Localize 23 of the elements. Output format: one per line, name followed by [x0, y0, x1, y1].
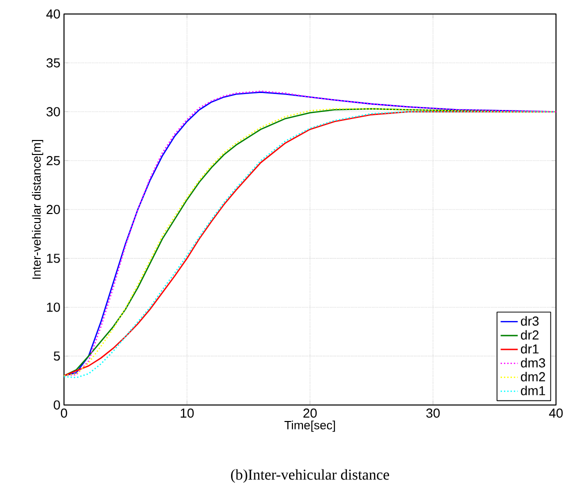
- text: (b)Inter-vehicular distance: [231, 469, 390, 483]
- legend-label: dr2: [520, 330, 539, 340]
- y-tick-label: 0: [54, 400, 60, 410]
- y-tick-label: 5: [54, 352, 60, 361]
- y-tick-label: 30: [46, 107, 60, 116]
- legend-label: dr1: [520, 344, 539, 354]
- y-tick-label: 35: [46, 58, 60, 68]
- legend-label: dm2: [520, 372, 546, 382]
- y-tick-label: 40: [46, 9, 60, 19]
- x-tick-label: 20: [303, 408, 317, 418]
- y-tick-label: 10: [47, 302, 60, 312]
- x-tick-label: 10: [180, 408, 194, 418]
- y-tick-label: 20: [46, 204, 60, 214]
- x-tick-label: 30: [426, 408, 440, 418]
- x-tick-label: 40: [549, 408, 563, 418]
- y-axis-title: Inter-vehicular distance[m]: [32, 140, 44, 279]
- y-tick-label: 15: [47, 254, 60, 263]
- y-tick-label: 25: [46, 156, 60, 166]
- legend-label: dm3: [520, 358, 546, 368]
- legend-label: dr3: [520, 316, 539, 326]
- legend-label: dm1: [520, 386, 546, 396]
- x-axis-title: Time[sec]: [284, 420, 335, 432]
- x-tick-label: 0: [60, 408, 68, 418]
